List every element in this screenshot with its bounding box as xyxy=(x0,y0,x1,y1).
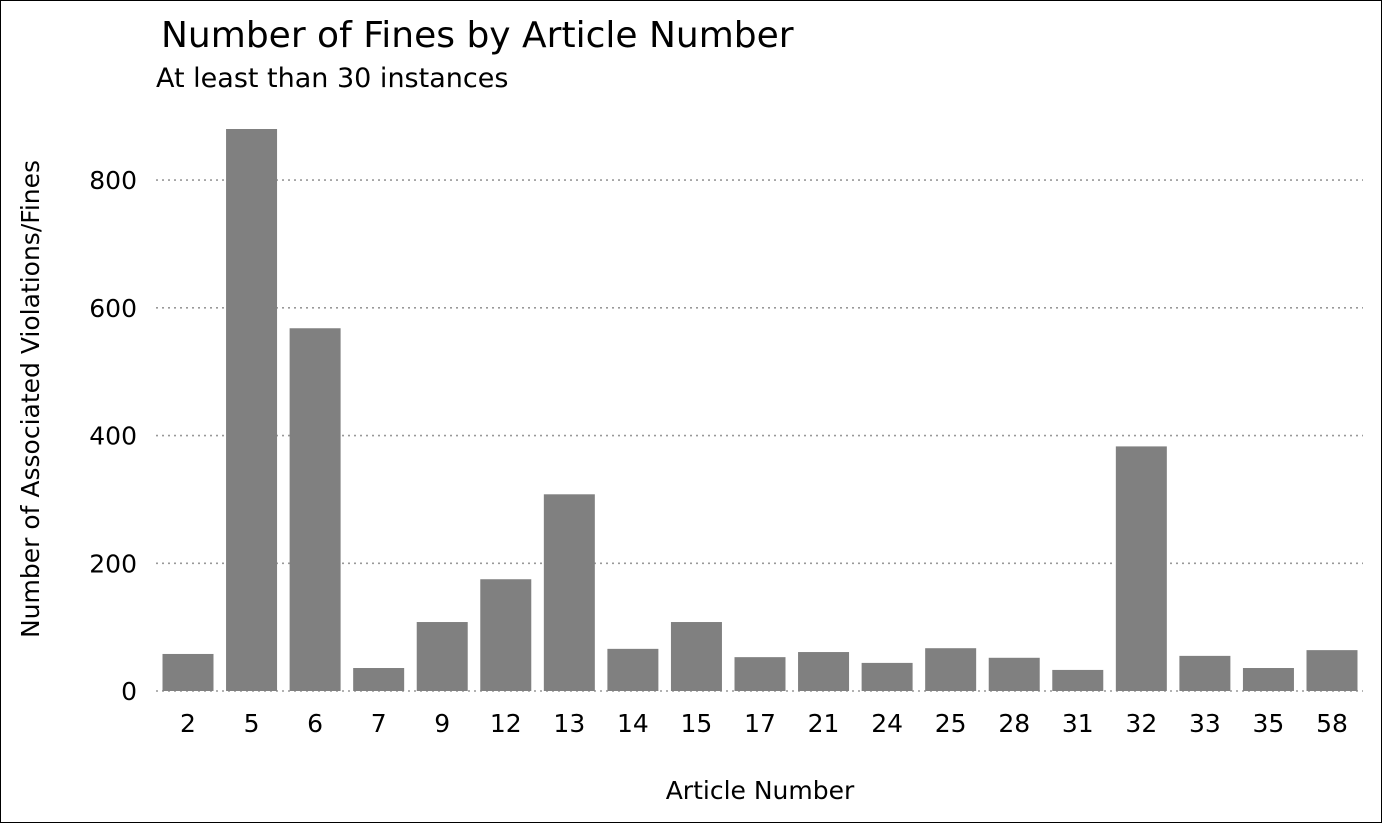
x-tick-label: 12 xyxy=(490,709,522,738)
x-tick-label: 35 xyxy=(1253,709,1285,738)
bar-article-6 xyxy=(289,328,341,691)
x-tick-label: 7 xyxy=(371,709,387,738)
x-tick-label: 13 xyxy=(553,709,585,738)
bar-article-25 xyxy=(925,648,977,691)
chart-title: Number of Fines by Article Number xyxy=(161,15,794,56)
x-tick-label: 58 xyxy=(1316,709,1348,738)
x-axis-label: Article Number xyxy=(666,776,855,805)
bar-article-21 xyxy=(798,652,850,691)
bar-article-33 xyxy=(1179,655,1231,691)
bar-article-15 xyxy=(670,622,722,691)
bar-article-35 xyxy=(1242,668,1294,691)
bar-article-32 xyxy=(1115,446,1167,691)
x-tick-label: 25 xyxy=(935,709,967,738)
bar-article-13 xyxy=(543,494,595,691)
x-tick-label: 9 xyxy=(434,709,450,738)
y-tick-label: 200 xyxy=(89,549,137,578)
x-tick-label: 5 xyxy=(244,709,260,738)
x-tick-label: 17 xyxy=(744,709,776,738)
x-tick-label: 21 xyxy=(808,709,840,738)
x-tick-labels: 2 5 6 7 9 12 13 14 15 17 21 24 25 28 31 32 33 35 58 xyxy=(180,709,1348,738)
y-tick-label: 400 xyxy=(89,422,137,451)
x-tick-label: 31 xyxy=(1062,709,1094,738)
x-tick-label: 33 xyxy=(1189,709,1221,738)
x-tick-label: 2 xyxy=(180,709,196,738)
bar-article-24 xyxy=(861,662,913,691)
bar-article-7 xyxy=(353,668,405,691)
x-tick-label: 24 xyxy=(871,709,903,738)
y-tick-label: 0 xyxy=(121,677,137,706)
bar-article-9 xyxy=(416,622,468,691)
x-tick-label: 15 xyxy=(681,709,713,738)
y-tick-labels: 0 200 400 600 800 xyxy=(89,166,137,706)
x-tick-label: 32 xyxy=(1125,709,1157,738)
bars xyxy=(162,129,1358,691)
bar-article-5 xyxy=(226,129,278,691)
bar-article-2 xyxy=(162,653,214,691)
bar-article-14 xyxy=(607,648,659,691)
bar-article-12 xyxy=(480,579,532,691)
x-tick-label: 6 xyxy=(307,709,323,738)
bar-article-58 xyxy=(1306,650,1358,691)
y-axis-label: Number of Associated Violations/Fines xyxy=(16,160,45,638)
x-tick-label: 14 xyxy=(617,709,649,738)
y-tick-label: 600 xyxy=(89,294,137,323)
y-tick-label: 800 xyxy=(89,166,137,195)
bar-article-28 xyxy=(988,657,1040,691)
bar-article-17 xyxy=(734,657,786,691)
x-tick-label: 28 xyxy=(998,709,1030,738)
chart-subtitle: At least than 30 instances xyxy=(156,63,508,94)
bar-article-31 xyxy=(1052,669,1104,691)
